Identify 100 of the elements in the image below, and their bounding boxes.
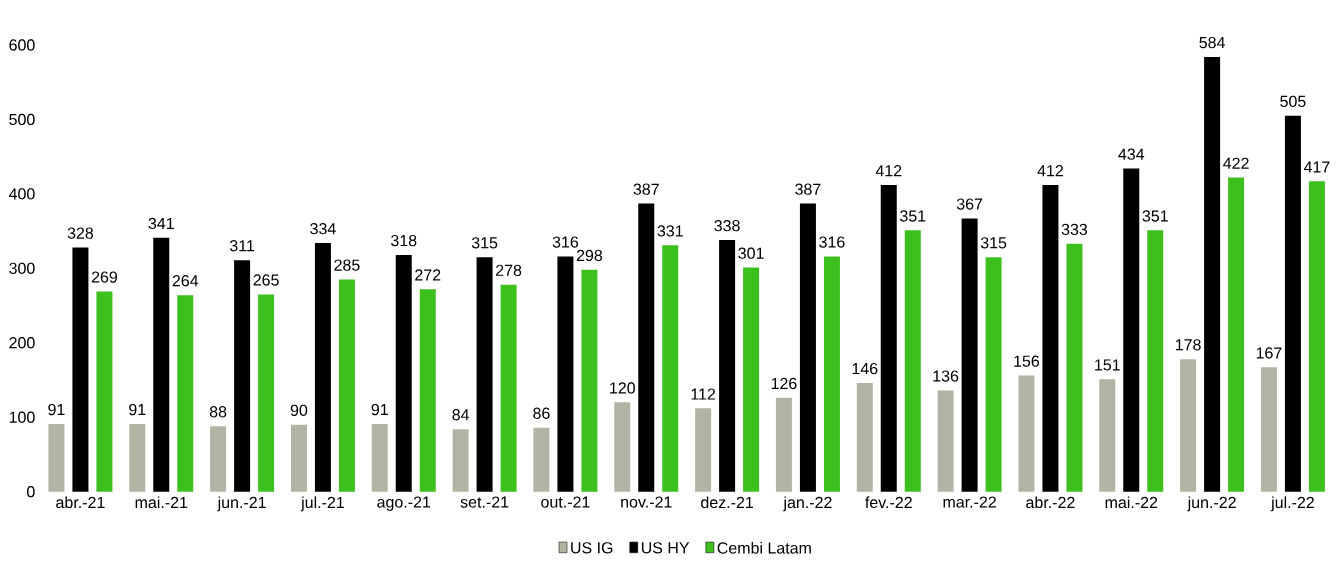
- data-label: 88: [209, 406, 227, 418]
- bar: [476, 257, 493, 492]
- bar: [662, 245, 679, 492]
- data-label: 84: [452, 409, 470, 421]
- data-label: 120: [610, 382, 635, 394]
- y-tick-label: 500: [9, 113, 35, 126]
- bar: [1018, 375, 1035, 492]
- data-label: 91: [48, 403, 65, 416]
- x-tick-label: out.-21: [541, 496, 590, 508]
- bar: [129, 423, 146, 492]
- bar: [937, 390, 954, 492]
- data-label: 285: [334, 259, 360, 271]
- bar: [638, 203, 655, 492]
- data-label: 301: [738, 247, 764, 259]
- data-label: 269: [91, 271, 117, 283]
- y-tick-label: 400: [8, 188, 35, 200]
- data-label: 178: [1175, 339, 1201, 351]
- bar: [799, 203, 816, 492]
- data-label: 146: [852, 362, 878, 375]
- bar: [96, 291, 113, 492]
- bar: [904, 230, 921, 492]
- data-label: 505: [1280, 95, 1306, 108]
- data-label: 311: [229, 240, 255, 252]
- data-label: 91: [371, 403, 388, 416]
- data-label: 265: [253, 274, 279, 286]
- data-label: 422: [1223, 157, 1249, 169]
- bar: [1066, 243, 1083, 492]
- x-tick-label: jan.-22: [783, 496, 832, 512]
- bar: [314, 243, 331, 492]
- data-label: 333: [1061, 223, 1088, 236]
- y-tick-label: 100: [9, 411, 35, 423]
- x-tick-label: jul.-21: [300, 496, 344, 512]
- data-label: 90: [290, 404, 308, 416]
- x-tick-label: fev.-22: [865, 496, 912, 509]
- x-tick-label: mai.-22: [1105, 496, 1158, 509]
- data-label: 351: [900, 210, 926, 222]
- bar: [1099, 379, 1116, 492]
- data-label: 167: [1256, 347, 1282, 359]
- data-label: 338: [714, 220, 740, 232]
- x-tick-label: jul.-22: [1270, 496, 1314, 512]
- data-label: 328: [67, 227, 94, 239]
- x-tick-label: mai.-21: [135, 496, 188, 509]
- y-tick-label: 200: [9, 337, 35, 349]
- bar: [153, 237, 170, 492]
- data-label: 331: [657, 225, 683, 237]
- bar: [338, 279, 355, 492]
- bar: [210, 426, 227, 492]
- legend-label: US HY: [641, 542, 690, 554]
- bar: [856, 382, 873, 492]
- data-label: 367: [956, 198, 983, 210]
- data-label: 264: [172, 275, 199, 287]
- x-tick-label: nov.-21: [621, 496, 672, 508]
- data-label: 316: [819, 236, 845, 248]
- bar: [1284, 115, 1301, 492]
- data-label: 278: [496, 264, 522, 276]
- data-label: 412: [875, 165, 902, 177]
- bar: [290, 424, 307, 492]
- bar: [1228, 177, 1245, 492]
- bar: [581, 269, 598, 492]
- x-tick-label: abr.-21: [56, 496, 105, 509]
- data-label: 151: [1095, 359, 1120, 371]
- bar: [1308, 181, 1325, 492]
- bar: [234, 260, 251, 492]
- bar: [371, 423, 388, 492]
- data-label: 387: [795, 183, 821, 195]
- bar: [1260, 367, 1277, 492]
- data-label: 315: [980, 237, 1007, 249]
- bar: [961, 218, 978, 492]
- data-label: 412: [1037, 165, 1063, 177]
- bar: [1123, 168, 1140, 492]
- bar: [533, 427, 550, 492]
- data-label: 417: [1303, 161, 1330, 173]
- bar: [1147, 230, 1164, 492]
- data-label: 334: [310, 222, 336, 235]
- data-label: 315: [471, 237, 498, 249]
- data-label: 387: [633, 183, 659, 195]
- bar: [1180, 359, 1197, 492]
- bar: [775, 397, 792, 492]
- data-label: 86: [533, 407, 550, 419]
- bar: [614, 402, 631, 492]
- data-label: 351: [1142, 210, 1168, 222]
- x-tick-label: jun.-22: [1187, 496, 1236, 512]
- x-tick-label: jun.-21: [217, 496, 266, 512]
- data-label: 298: [576, 249, 603, 262]
- bar: [395, 254, 412, 492]
- bar: [880, 184, 897, 492]
- data-label: 91: [129, 403, 146, 416]
- bar: [258, 294, 275, 492]
- bar: [557, 256, 574, 492]
- x-tick-label: dez.-21: [701, 496, 753, 509]
- bar: [72, 247, 89, 492]
- data-label: 112: [691, 388, 716, 400]
- bar: [1042, 184, 1059, 492]
- data-label: 318: [391, 234, 417, 247]
- x-tick-label: ago.-21: [377, 496, 431, 511]
- legend-label: US IG: [571, 542, 613, 554]
- data-label: 341: [148, 217, 174, 230]
- data-label: 316: [552, 236, 579, 248]
- bar: [719, 240, 736, 492]
- data-label: 272: [415, 269, 441, 281]
